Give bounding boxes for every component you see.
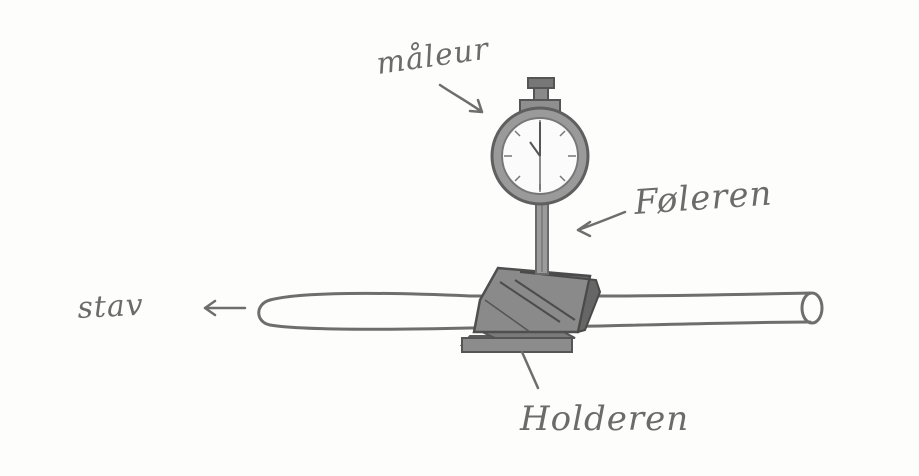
arrow-to-probe (576, 210, 627, 238)
annotation-arrows (203, 83, 627, 317)
label-holder: Holderen (519, 399, 689, 439)
arrow-to-gauge (438, 83, 484, 114)
dial-gauge (490, 77, 590, 206)
label-probe: Føleren (632, 173, 774, 223)
rod-end (800, 291, 824, 325)
holder (459, 266, 602, 390)
label-rod: stav (77, 288, 145, 326)
arrow-to-rod (203, 299, 247, 317)
probe (535, 197, 549, 275)
holder-pointer (520, 350, 540, 390)
label-dial-gauge: måleur (374, 31, 492, 82)
